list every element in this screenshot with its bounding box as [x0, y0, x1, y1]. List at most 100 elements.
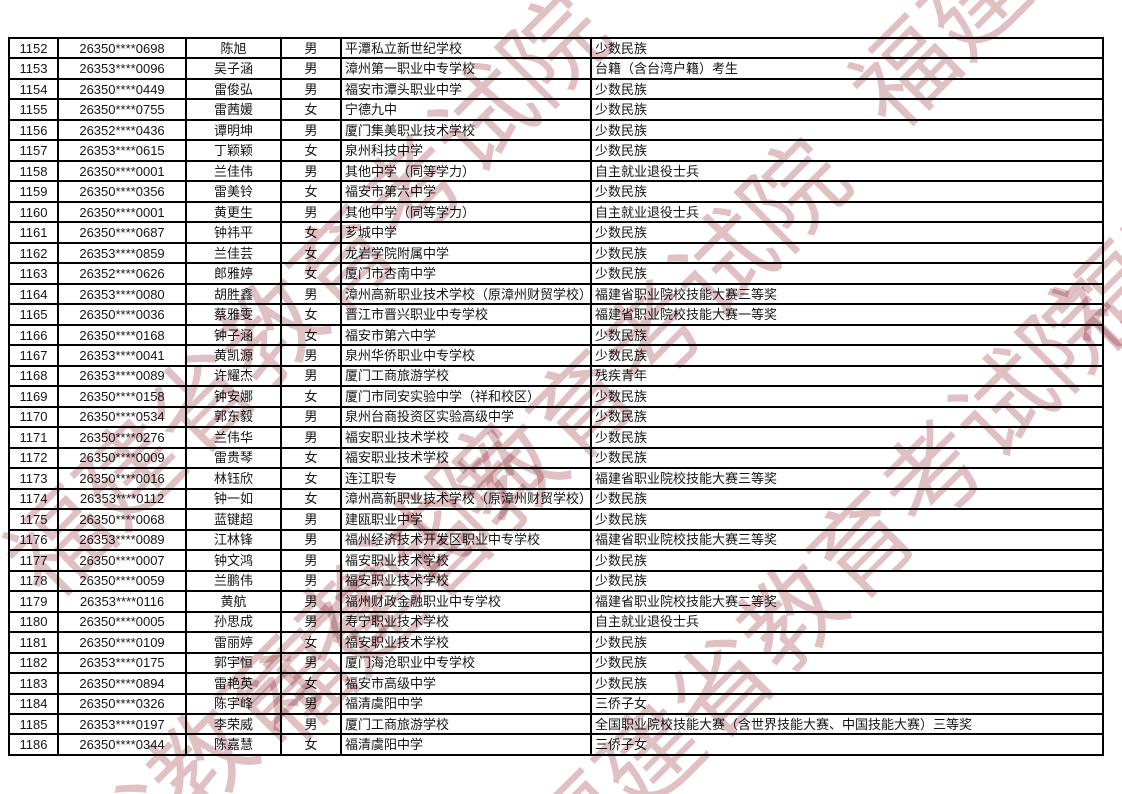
cell-id: 26353****0112	[57, 487, 187, 511]
cell-school: 厦门海沧职业中专学校	[340, 651, 592, 675]
cell-gender: 男	[280, 282, 342, 306]
cell-id: 26350****0755	[57, 98, 187, 121]
cell-seq: 1159	[8, 180, 59, 203]
table-row: 1153 26353****0096 吴子涵男漳州第一职业中专学校 台籍（含台湾户籍）…	[8, 57, 1104, 80]
cell-id: 26353****0096	[57, 57, 187, 80]
cell-name: 钟安娜	[185, 385, 282, 408]
cell-gender: 男	[280, 651, 342, 675]
cell-school: 厦门工商旅游学校	[340, 712, 592, 736]
cell-school: 福清虞阳中学	[340, 692, 592, 716]
table-row: 1162 26353****0859 兰佳芸女龙岩学院附属中学 少数民族	[8, 241, 1104, 265]
cell-school: 福安市潭头职业中学	[340, 77, 592, 101]
cell-gender: 女	[280, 487, 342, 511]
cell-name: 陈宇峰	[185, 692, 282, 716]
table-row: 1176 26353****0089 江林锋男福州经济技术开发区职业中专学校 福建省职…	[8, 528, 1104, 552]
cell-gender: 女	[280, 139, 342, 162]
cell-remark: 自主就业退役士兵	[590, 200, 1104, 224]
cell-remark: 少数民族	[590, 221, 1104, 244]
table-row: 1177 26350****0007 钟文鸿男福安职业技术学校 少数民族	[8, 549, 1104, 572]
table-row: 1174 26353****0112 钟一如女漳州高新职业技术学校（原漳州财贸学校）…	[8, 487, 1104, 511]
cell-name: 兰鹏伟	[185, 569, 282, 593]
cell-remark: 福建省职业院校技能大赛一等奖	[590, 303, 1104, 326]
cell-gender: 女	[280, 467, 342, 490]
cell-seq: 1172	[8, 446, 59, 470]
cell-seq: 1170	[8, 405, 59, 429]
cell-school: 福安市第六中学	[340, 323, 592, 347]
table-row: 1169 26350****0158 钟安娜女厦门市同安实验中学（祥和校区） 少数民族	[8, 385, 1104, 408]
candidate-table: 1152 26350****0698 陈旭男平潭私立新世纪学校 少数民族 1153 263…	[8, 36, 1104, 756]
table-body: 1152 26350****0698 陈旭男平潭私立新世纪学校 少数民族 1153 263…	[8, 36, 1104, 756]
table-row: 1167 26353****0041 黄凯源男泉州华侨职业中专学校 少数民族	[8, 344, 1104, 367]
cell-gender: 女	[280, 262, 342, 285]
cell-seq: 1158	[8, 159, 59, 183]
table-row: 1170 26350****0534 郭东毅男泉州台商投资区实验高级中学 少数民族	[8, 405, 1104, 429]
cell-id: 26350****0344	[57, 733, 187, 756]
cell-school: 漳州第一职业中专学校	[340, 57, 592, 80]
cell-id: 26350****0356	[57, 180, 187, 203]
cell-name: 李荣威	[185, 712, 282, 736]
table-row: 1164 26353****0080 胡胜鑫男漳州高新职业技术学校（原漳州财贸学校）…	[8, 282, 1104, 306]
cell-remark: 少数民族	[590, 631, 1104, 654]
cell-gender: 男	[280, 692, 342, 716]
cell-seq: 1154	[8, 77, 59, 101]
cell-name: 钟祎平	[185, 221, 282, 244]
cell-school: 福安职业技术学校	[340, 631, 592, 654]
cell-gender: 男	[280, 549, 342, 572]
cell-id: 26350****0059	[57, 569, 187, 593]
cell-name: 雷茜媛	[185, 98, 282, 121]
cell-gender: 女	[280, 385, 342, 408]
cell-school: 漳州高新职业技术学校（原漳州财贸学校）	[340, 487, 592, 511]
table-row: 1165 26350****0036 蔡雅雯女晋江市晋兴职业中专学校 福建省职业院校技…	[8, 303, 1104, 326]
cell-gender: 男	[280, 590, 342, 613]
cell-gender: 男	[280, 159, 342, 183]
cell-name: 雷丽婷	[185, 631, 282, 654]
cell-remark: 少数民族	[590, 651, 1104, 675]
cell-name: 兰佳伟	[185, 159, 282, 183]
cell-seq: 1181	[8, 631, 59, 654]
cell-seq: 1173	[8, 467, 59, 490]
cell-id: 26350****0687	[57, 221, 187, 244]
cell-id: 26353****0089	[57, 528, 187, 552]
cell-gender: 男	[280, 364, 342, 388]
cell-gender: 男	[280, 426, 342, 449]
cell-id: 26350****0009	[57, 446, 187, 470]
cell-name: 许耀杰	[185, 364, 282, 388]
cell-school: 厦门工商旅游学校	[340, 364, 592, 388]
cell-school: 其他中学（同等学力）	[340, 200, 592, 224]
table-row: 1172 26350****0009 雷贵琴女福安职业技术学校 少数民族	[8, 446, 1104, 470]
cell-school: 晋江市晋兴职业中专学校	[340, 303, 592, 326]
cell-name: 丁颖颖	[185, 139, 282, 162]
cell-seq: 1184	[8, 692, 59, 716]
table-row: 1158 26350****0001 兰佳伟男其他中学（同等学力） 自主就业退役士兵	[8, 159, 1104, 183]
cell-name: 郎雅婷	[185, 262, 282, 285]
cell-name: 钟文鸿	[185, 549, 282, 572]
cell-id: 26350****0109	[57, 631, 187, 654]
cell-name: 黄更生	[185, 200, 282, 224]
cell-id: 26350****0326	[57, 692, 187, 716]
cell-school: 福州经济技术开发区职业中专学校	[340, 528, 592, 552]
cell-seq: 1178	[8, 569, 59, 593]
cell-gender: 男	[280, 528, 342, 552]
cell-gender: 女	[280, 671, 342, 695]
table-row: 1154 26350****0449 雷俊弘男福安市潭头职业中学 少数民族	[8, 77, 1104, 101]
table-row: 1183 26350****0894 雷艳英女福安市高级中学 少数民族	[8, 671, 1104, 695]
cell-id: 26350****0005	[57, 610, 187, 634]
cell-gender: 男	[280, 508, 342, 531]
cell-seq: 1182	[8, 651, 59, 675]
cell-school: 泉州华侨职业中专学校	[340, 344, 592, 367]
cell-school: 厦门集美职业技术学校	[340, 118, 592, 142]
cell-seq: 1185	[8, 712, 59, 736]
cell-id: 26353****0175	[57, 651, 187, 675]
cell-school: 泉州台商投资区实验高级中学	[340, 405, 592, 429]
cell-id: 26350****0068	[57, 508, 187, 531]
cell-school: 福安市高级中学	[340, 671, 592, 695]
cell-seq: 1183	[8, 671, 59, 695]
cell-remark: 少数民族	[590, 569, 1104, 593]
cell-remark: 福建省职业院校技能大赛三等奖	[590, 528, 1104, 552]
cell-gender: 男	[280, 712, 342, 736]
cell-seq: 1168	[8, 364, 59, 388]
cell-seq: 1167	[8, 344, 59, 367]
cell-seq: 1160	[8, 200, 59, 224]
cell-gender: 女	[280, 323, 342, 347]
